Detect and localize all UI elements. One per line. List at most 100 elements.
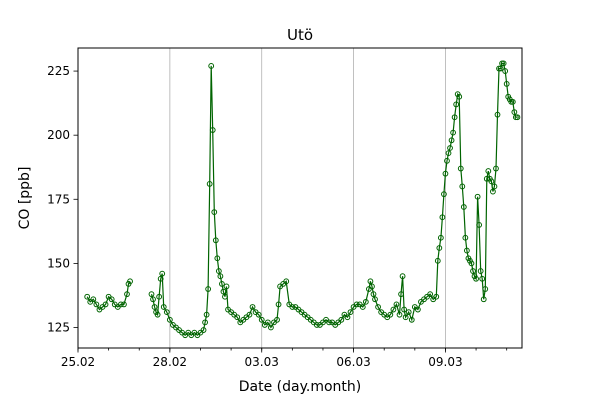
data-point (474, 193, 481, 200)
data-point (275, 301, 282, 308)
data-point (102, 301, 109, 308)
data-point (246, 311, 253, 318)
data-point (445, 150, 452, 157)
data-point (463, 247, 470, 254)
data-point (148, 291, 155, 298)
data-point (93, 301, 100, 308)
data-point (338, 316, 345, 323)
data-point (456, 93, 463, 100)
data-point (414, 306, 421, 313)
data-point (200, 327, 207, 333)
data-point (387, 311, 394, 318)
x-tick-label: 06.03 (336, 355, 370, 369)
data-point (283, 278, 290, 285)
data-point (157, 275, 164, 282)
data-point (159, 270, 166, 277)
data-point (127, 278, 133, 285)
data-point (347, 309, 354, 316)
data-point (468, 260, 475, 267)
data-point (490, 188, 496, 195)
x-gridlines (169, 48, 446, 348)
y-tick-label: 200 (47, 128, 70, 142)
data-point (202, 319, 208, 326)
data-point (494, 111, 501, 118)
data-point (470, 268, 476, 274)
y-tick-label: 125 (47, 320, 70, 334)
data-point (108, 296, 115, 303)
data-point (493, 165, 499, 172)
data-point (209, 127, 216, 133)
data-point (444, 157, 450, 164)
data-point (166, 316, 173, 323)
y-axis-ticks: 125 150 175 200 225 (47, 64, 78, 334)
data-point (353, 301, 360, 308)
data-point (211, 209, 218, 216)
data-point (399, 273, 406, 280)
x-tick-label: 28.02 (153, 355, 187, 369)
series-line (150, 62, 518, 336)
data-point (402, 314, 409, 321)
data-point (511, 109, 518, 116)
data-point (497, 65, 504, 72)
data-point (289, 304, 296, 310)
data-point (274, 316, 280, 323)
data-point (427, 291, 434, 298)
data-point (249, 304, 256, 310)
data-point (90, 296, 97, 303)
series-group (84, 60, 521, 339)
data-point (436, 245, 443, 251)
data-point (408, 316, 415, 323)
x-axis-title: Date (day.month) (239, 379, 361, 395)
data-point (459, 183, 466, 190)
data-point (401, 306, 408, 313)
data-point (491, 183, 498, 190)
data-point (453, 101, 460, 108)
chart-title: Utö (287, 26, 313, 44)
data-point (502, 68, 509, 74)
data-point (369, 283, 375, 290)
data-point (460, 204, 467, 210)
data-point (117, 301, 124, 308)
data-point (476, 222, 483, 228)
data-point (234, 314, 241, 321)
data-point (514, 114, 521, 121)
data-point (483, 175, 490, 182)
data-point (215, 268, 222, 274)
data-point (485, 168, 492, 174)
data-point (375, 304, 381, 310)
data-point (457, 165, 464, 172)
y-tick-label: 225 (47, 64, 70, 78)
data-point (150, 296, 156, 303)
data-point (313, 322, 320, 328)
data-point (151, 304, 158, 310)
data-point (84, 293, 91, 300)
x-tick-label: 25.02 (61, 355, 95, 369)
data-point (448, 137, 455, 144)
data-point (214, 255, 221, 262)
data-point (370, 291, 377, 298)
data-point (222, 293, 228, 300)
data-point (206, 180, 213, 187)
data-point (367, 278, 374, 285)
data-point (447, 145, 453, 151)
data-point (362, 298, 369, 305)
data-point (503, 80, 510, 87)
data-point (405, 309, 412, 316)
x-tick-label: 09.03 (428, 355, 462, 369)
data-point (212, 237, 219, 244)
data-point (121, 301, 127, 308)
data-point (482, 286, 489, 292)
data-point (372, 296, 378, 303)
x-axis-ticks: 25.02 28.02 03.03 06.03 09.03 (61, 348, 508, 369)
data-point (437, 234, 444, 241)
x-tick-label: 03.03 (245, 355, 279, 369)
data-point (393, 301, 400, 308)
data-point (462, 234, 469, 241)
data-point (205, 286, 212, 292)
data-point (208, 63, 215, 69)
data-point (396, 311, 403, 318)
data-point (156, 293, 163, 300)
data-point (217, 273, 224, 280)
data-point (268, 324, 274, 331)
